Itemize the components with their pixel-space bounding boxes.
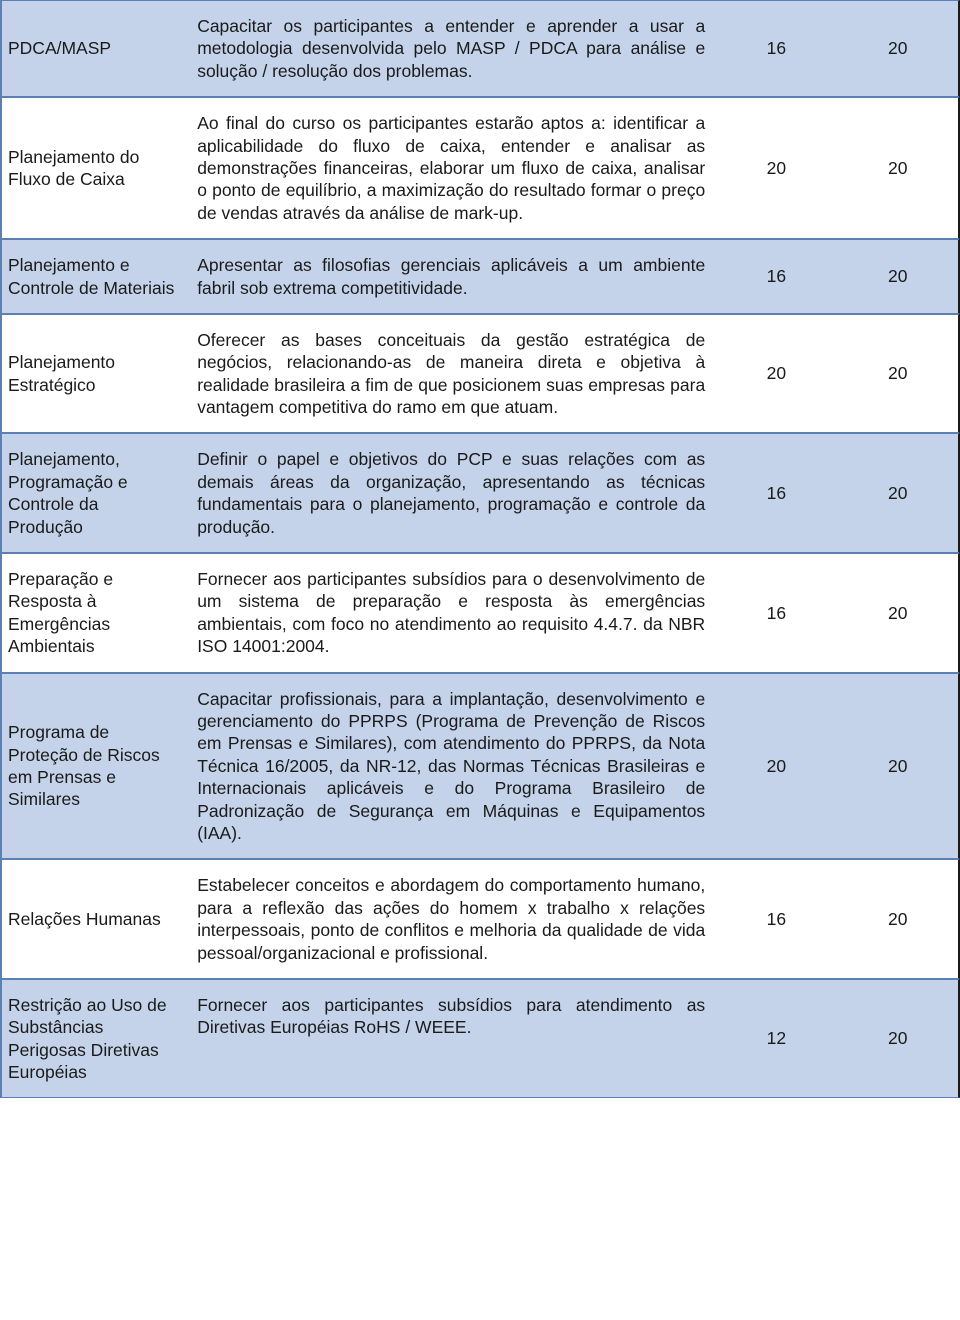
col-value-a: 16 xyxy=(715,859,837,979)
col-value-a: 16 xyxy=(715,553,837,673)
col-value-b: 20 xyxy=(838,979,960,1099)
table-row: Planejamento e Controle de MateriaisApre… xyxy=(0,239,960,314)
table-row: Planejamento do Fluxo de CaixaAo final d… xyxy=(0,97,960,239)
course-description: Apresentar as filosofias gerenciais apli… xyxy=(187,239,715,314)
col-value-b: 20 xyxy=(838,433,960,553)
course-description: Fornecer aos participantes subsídios par… xyxy=(187,979,715,1099)
course-title: Programa de Proteção de Riscos em Prensa… xyxy=(0,673,187,860)
table-row: Planejamento EstratégicoOferecer as base… xyxy=(0,314,960,434)
col-value-b: 20 xyxy=(838,673,960,860)
course-description: Ao final do curso os participantes estar… xyxy=(187,97,715,239)
course-description: Estabelecer conceitos e abordagem do com… xyxy=(187,859,715,979)
col-value-a: 16 xyxy=(715,433,837,553)
col-value-a: 16 xyxy=(715,239,837,314)
table-row: Relações HumanasEstabelecer conceitos e … xyxy=(0,859,960,979)
col-value-b: 20 xyxy=(838,859,960,979)
course-title: Restrição ao Uso de Substâncias Perigosa… xyxy=(0,979,187,1099)
course-description: Oferecer as bases conceituais da gestão … xyxy=(187,314,715,434)
col-value-a: 16 xyxy=(715,0,837,97)
table-row: Programa de Proteção de Riscos em Prensa… xyxy=(0,673,960,860)
course-description: Fornecer aos participantes subsídios par… xyxy=(187,553,715,673)
col-value-b: 20 xyxy=(838,314,960,434)
course-description: Definir o papel e objetivos do PCP e sua… xyxy=(187,433,715,553)
course-title: Planejamento do Fluxo de Caixa xyxy=(0,97,187,239)
col-value-a: 20 xyxy=(715,97,837,239)
course-title: Planejamento Estratégico xyxy=(0,314,187,434)
course-title: PDCA/MASP xyxy=(0,0,187,97)
table-row: Restrição ao Uso de Substâncias Perigosa… xyxy=(0,979,960,1099)
table-row: Planejamento, Programação e Controle da … xyxy=(0,433,960,553)
table-row: Preparação e Resposta à Emergências Ambi… xyxy=(0,553,960,673)
col-value-b: 20 xyxy=(838,553,960,673)
col-value-b: 20 xyxy=(838,239,960,314)
course-title: Planejamento e Controle de Materiais xyxy=(0,239,187,314)
course-title: Relações Humanas xyxy=(0,859,187,979)
col-value-b: 20 xyxy=(838,0,960,97)
course-description: Capacitar os participantes a entender e … xyxy=(187,0,715,97)
course-table: PDCA/MASPCapacitar os participantes a en… xyxy=(0,0,960,1098)
table-row: PDCA/MASPCapacitar os participantes a en… xyxy=(0,0,960,97)
course-title: Planejamento, Programação e Controle da … xyxy=(0,433,187,553)
course-title: Preparação e Resposta à Emergências Ambi… xyxy=(0,553,187,673)
col-value-a: 20 xyxy=(715,673,837,860)
col-value-a: 20 xyxy=(715,314,837,434)
col-value-a: 12 xyxy=(715,979,837,1099)
col-value-b: 20 xyxy=(838,97,960,239)
course-description: Capacitar profissionais, para a implanta… xyxy=(187,673,715,860)
